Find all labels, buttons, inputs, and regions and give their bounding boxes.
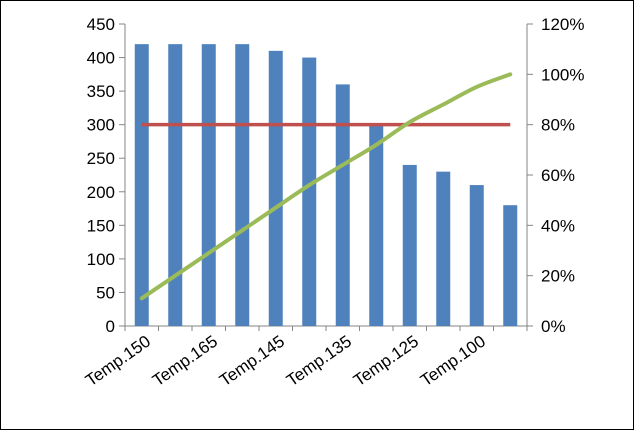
bar <box>503 205 518 326</box>
right-axis-tick-label: 120% <box>541 15 584 34</box>
bar <box>369 124 384 327</box>
right-axis-tick-label: 0% <box>541 317 566 336</box>
left-axis-tick-label: 400 <box>87 49 115 68</box>
left-axis-tick-label: 50 <box>96 283 115 302</box>
bar <box>436 171 451 326</box>
bar <box>134 44 149 327</box>
left-axis-tick-label: 150 <box>87 216 115 235</box>
bar <box>168 44 183 327</box>
left-axis-tick-label: 0 <box>106 317 115 336</box>
bar <box>302 57 317 327</box>
right-axis-tick-label: 100% <box>541 65 584 84</box>
right-axis-tick-label: 20% <box>541 267 575 286</box>
bar <box>402 164 417 326</box>
left-axis-tick-label: 450 <box>87 15 115 34</box>
left-axis-tick-label: 200 <box>87 183 115 202</box>
right-axis-tick-label: 40% <box>541 216 575 235</box>
left-axis-tick-label: 300 <box>87 116 115 135</box>
right-axis-tick-label: 60% <box>541 166 575 185</box>
bar <box>469 185 484 326</box>
left-axis-tick-label: 250 <box>87 149 115 168</box>
cumulative-line <box>139 72 513 301</box>
right-axis-tick-label: 80% <box>541 116 575 135</box>
bar <box>335 84 350 327</box>
bar <box>201 44 216 327</box>
bar <box>268 50 283 326</box>
bar <box>235 44 250 327</box>
left-axis-tick-label: 100 <box>87 250 115 269</box>
left-axis-tick-label: 350 <box>87 82 115 101</box>
